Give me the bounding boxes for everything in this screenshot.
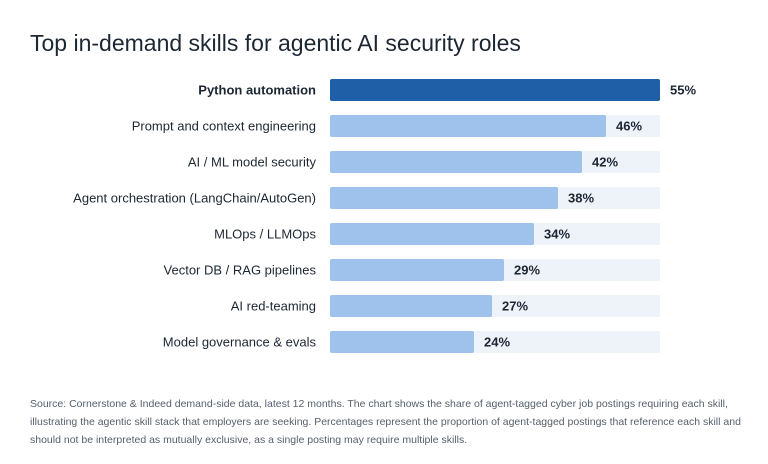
category-label: Model governance & evals bbox=[163, 335, 317, 350]
bar-row: Python automation 55% bbox=[198, 79, 696, 101]
bar-row: Agent orchestration (LangChain/AutoGen) 3… bbox=[73, 187, 660, 209]
bar bbox=[330, 295, 492, 317]
bar-row: Prompt and context engineering 46% bbox=[132, 115, 660, 137]
value-label: 46% bbox=[616, 119, 642, 134]
bar bbox=[330, 151, 582, 173]
category-label: AI / ML model security bbox=[188, 155, 317, 170]
bar-row: Model governance & evals 24% bbox=[163, 331, 660, 353]
value-label: 34% bbox=[544, 227, 570, 242]
category-label: Python automation bbox=[198, 83, 316, 98]
bar-row: Vector DB / RAG pipelines 29% bbox=[164, 259, 660, 281]
value-label: 42% bbox=[592, 155, 618, 170]
bar bbox=[330, 331, 474, 353]
category-label: Prompt and context engineering bbox=[132, 119, 316, 134]
source-footnote: Source: Cornerstone & Indeed demand-side… bbox=[30, 398, 741, 446]
value-label: 55% bbox=[670, 83, 696, 98]
bar bbox=[330, 79, 660, 101]
bar-chart: Python automation 55% Prompt and context e… bbox=[73, 79, 696, 353]
value-label: 29% bbox=[514, 263, 540, 278]
category-label: Vector DB / RAG pipelines bbox=[164, 263, 317, 278]
value-label: 38% bbox=[568, 191, 594, 206]
bar bbox=[330, 223, 534, 245]
bar-row: AI red-teaming 27% bbox=[231, 295, 660, 317]
bar-row: MLOps / LLMOps 34% bbox=[214, 223, 660, 245]
category-label: Agent orchestration (LangChain/AutoGen) bbox=[73, 191, 316, 206]
category-label: AI red-teaming bbox=[231, 299, 316, 314]
value-label: 24% bbox=[484, 335, 510, 350]
bar bbox=[330, 187, 558, 209]
bar bbox=[330, 259, 504, 281]
category-label: MLOps / LLMOps bbox=[214, 227, 316, 242]
value-label: 27% bbox=[502, 299, 528, 314]
bar-row: AI / ML model security 42% bbox=[188, 151, 660, 173]
bar bbox=[330, 115, 606, 137]
chart-title: Top in-demand skills for agentic AI secu… bbox=[30, 30, 521, 56]
